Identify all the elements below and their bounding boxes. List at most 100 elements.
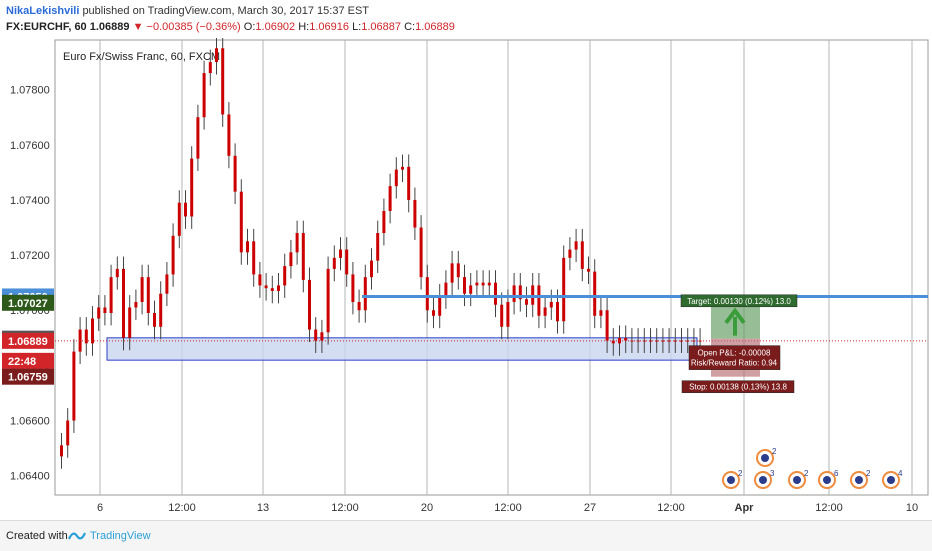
candle-body (115, 268, 119, 278)
candle-body (165, 274, 169, 294)
tradingview-logo-icon (68, 532, 86, 540)
x-tick-label: 20 (421, 502, 433, 514)
event-flag-icon (887, 476, 895, 484)
candle-body (568, 249, 572, 258)
tradingview-brand[interactable]: TradingView (90, 530, 151, 542)
x-tick-label: 13 (257, 502, 269, 514)
candle-body (574, 241, 578, 250)
candle-body (357, 301, 361, 311)
candle-body (649, 340, 652, 342)
candle-body (134, 301, 138, 308)
event-count: 2 (866, 469, 871, 478)
high-label: H: (298, 21, 310, 33)
low-label: L: (352, 21, 362, 33)
x-tick-label: 12:00 (815, 502, 843, 514)
candle-body (549, 301, 553, 308)
target-label: Target: 0.00130 (0.12%) 13.0 (687, 297, 791, 306)
open-pnl-label: Open P&L: -0.00008 (698, 349, 771, 358)
candle-body (376, 233, 380, 261)
candle-body (599, 310, 603, 316)
y-tick-label: 1.07200 (10, 250, 50, 262)
candle-body (239, 191, 243, 253)
candle-body (270, 288, 274, 291)
chart-title: Euro Fx/Swiss Franc, 60, FXCM (63, 51, 220, 63)
candle-body (215, 48, 218, 63)
candle-body (673, 340, 677, 342)
price-tag-bg (2, 332, 54, 349)
candle-body (159, 293, 163, 327)
candle-body (252, 241, 256, 275)
y-tick-label: 1.06600 (10, 416, 50, 428)
candle-body (494, 282, 497, 305)
event-flag-icon (727, 476, 735, 484)
candle-body (190, 158, 194, 217)
candle-body (246, 241, 249, 253)
candle-body (587, 268, 590, 272)
candle-body (208, 62, 212, 74)
candle-body (642, 340, 646, 342)
candle-body (351, 274, 355, 302)
close-label: C: (404, 21, 416, 33)
x-tick-label: 12:00 (168, 502, 196, 514)
event-count: 6 (834, 469, 839, 478)
candle-body (407, 166, 411, 200)
x-tick-label: 12:00 (331, 502, 359, 514)
change-arrow-icon: ▼ (132, 21, 144, 33)
price-tag-bg (2, 368, 54, 385)
candle-body (611, 340, 615, 344)
candle-body (525, 299, 528, 305)
event-flag-icon (823, 476, 831, 484)
price-tag-label: 1.07027 (8, 298, 48, 310)
candle-body (661, 340, 665, 342)
candle-body (382, 210, 386, 234)
candle-body (320, 332, 324, 341)
candle-body (667, 340, 671, 342)
price-tag-bg (2, 294, 54, 311)
candle-body (66, 420, 70, 446)
candle-body (363, 277, 367, 311)
event-count: 2 (772, 447, 777, 456)
candle-body (97, 307, 101, 319)
candle-body (84, 329, 88, 344)
event-count: 2 (804, 469, 809, 478)
candle-body (562, 257, 566, 322)
candle-body (394, 169, 398, 187)
candle-body (512, 285, 516, 302)
x-tick-label: 6 (97, 502, 103, 514)
last-price: 1.06889 (89, 21, 130, 33)
candle-body (258, 274, 262, 286)
event-flag-icon (855, 476, 863, 484)
candle-body (692, 340, 696, 342)
candle-body (128, 307, 132, 338)
price-tag-label: 1.06889 (8, 336, 48, 348)
candle-body (196, 117, 200, 159)
author-link[interactable]: NikaLekishvili (6, 5, 80, 17)
candle-body (122, 268, 125, 338)
candle-body (438, 296, 442, 316)
candle-body (370, 260, 373, 278)
candle-body (463, 277, 466, 294)
candle-body (450, 263, 454, 283)
risk-reward-label: Risk/Reward Ratio: 0.94 (691, 359, 778, 368)
candle-body (202, 73, 206, 118)
candle-body (432, 310, 435, 316)
candle-body (487, 282, 491, 286)
event-flag-icon (793, 476, 801, 484)
candle-body (277, 285, 280, 291)
candle-body (184, 202, 187, 217)
price-chart[interactable]: 6 12:00 13 12:00 20 12:00 27 12:00 Apr 12:00 10 1.0… (0, 38, 932, 520)
candle-body (413, 199, 417, 228)
candle-body (308, 279, 311, 330)
candle-body (60, 445, 63, 457)
candle-body (227, 114, 231, 156)
candle-body (339, 249, 342, 258)
event-count: 4 (898, 469, 903, 478)
event-flag-icon (761, 454, 769, 462)
candle-body (171, 235, 175, 275)
candle-body (655, 340, 659, 342)
candle-body (72, 351, 76, 421)
candle-body (91, 318, 94, 344)
candle-body (314, 329, 318, 341)
event-count: 3 (770, 469, 775, 478)
candle-body (326, 268, 330, 333)
